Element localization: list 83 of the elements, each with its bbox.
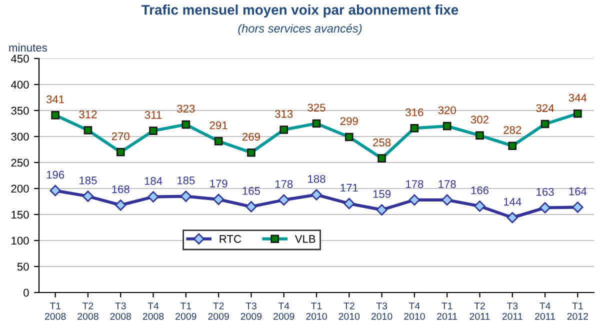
point (310, 189, 322, 200)
point (50, 184, 61, 196)
chart-title: Trafic mensuel moyen voix par abonnement fixe (142, 4, 458, 18)
x-tick-label: T4 2011 (535, 302, 556, 320)
data-label: 269 (242, 132, 260, 141)
data-label: 325 (308, 104, 326, 112)
data-label: 185 (80, 176, 97, 184)
point (376, 204, 388, 216)
x-tick-label: T3 2010 (371, 302, 392, 320)
y-tick-label: 450 (10, 54, 29, 63)
x-tick-label: T4 2009 (274, 302, 294, 320)
x-tick-label: T2 2011 (470, 302, 490, 320)
data-label: 168 (112, 185, 130, 194)
x-tick-label: T1 2008 (45, 302, 66, 320)
x-tick-label: T3 2008 (110, 302, 132, 320)
data-label: 258 (373, 138, 391, 146)
data-label: 178 (275, 180, 293, 188)
data-label: 316 (406, 108, 424, 116)
point (278, 194, 290, 206)
x-tick-label: T4 2008 (142, 302, 164, 320)
point (180, 190, 192, 202)
point (212, 194, 224, 206)
data-label: 166 (471, 186, 489, 194)
data-label: 179 (210, 180, 228, 188)
data-label: 171 (340, 184, 358, 192)
y-axis-title: minutes (9, 43, 47, 52)
x-tick-label: T4 2010 (404, 302, 425, 320)
data-label: 302 (470, 116, 488, 124)
data-label: 159 (373, 190, 391, 198)
point (506, 212, 518, 224)
point (344, 198, 355, 210)
x-tick-label: T1 2012 (567, 302, 588, 320)
x-tick-label: T1 2011 (437, 302, 458, 320)
y-tick-label: 350 (11, 106, 29, 115)
x-tick-label: T1 2010 (306, 302, 327, 320)
y-tick-label: 100 (12, 236, 29, 245)
legend-label: RTC (220, 234, 242, 243)
data-label: 270 (112, 132, 130, 140)
x-tick-label: T2 2009 (208, 302, 229, 320)
point (539, 202, 551, 214)
y-tick-label: 0 (24, 288, 29, 297)
y-tick-label: 300 (11, 132, 29, 141)
point (474, 200, 486, 212)
data-label: 311 (144, 110, 162, 119)
y-tick-label: 400 (10, 80, 29, 89)
data-label: 144 (504, 198, 522, 206)
y-tick-label: 150 (12, 210, 29, 219)
data-label: 323 (177, 104, 195, 113)
data-label: 196 (46, 170, 64, 179)
data-label: 344 (568, 94, 587, 102)
point (441, 194, 453, 206)
point (408, 194, 420, 206)
y-tick-label: 200 (11, 184, 29, 193)
data-label: 291 (210, 121, 228, 130)
legend-label: VLB (294, 235, 316, 243)
point (82, 190, 94, 202)
point (115, 200, 126, 211)
point (148, 191, 159, 202)
data-label: 299 (340, 117, 358, 126)
data-label: 178 (406, 180, 424, 188)
data-label: 282 (504, 126, 522, 134)
x-tick-label: T2 2008 (78, 302, 98, 320)
y-tick-label: 250 (11, 158, 29, 167)
data-label: 341 (46, 95, 64, 104)
y-tick-label: 50 (17, 262, 29, 271)
point (572, 202, 584, 213)
point (246, 201, 257, 212)
x-tick-label: T3 2009 (240, 302, 262, 320)
data-label: 188 (308, 174, 326, 183)
data-label: 184 (144, 177, 162, 185)
data-label: 313 (275, 110, 293, 118)
x-tick-label: T3 2011 (502, 302, 522, 320)
x-tick-label: T1 2009 (176, 302, 196, 320)
data-label: 320 (438, 106, 456, 114)
chart-subtitle: (hors services avancés) (238, 24, 362, 35)
x-tick-label: T2 2010 (338, 302, 360, 320)
data-label: 164 (569, 187, 587, 196)
data-label: 178 (438, 180, 456, 188)
data-label: 185 (177, 176, 195, 184)
data-label: 165 (242, 186, 260, 195)
data-label: 324 (536, 104, 554, 112)
data-label: 312 (79, 110, 97, 118)
data-label: 163 (536, 188, 554, 196)
